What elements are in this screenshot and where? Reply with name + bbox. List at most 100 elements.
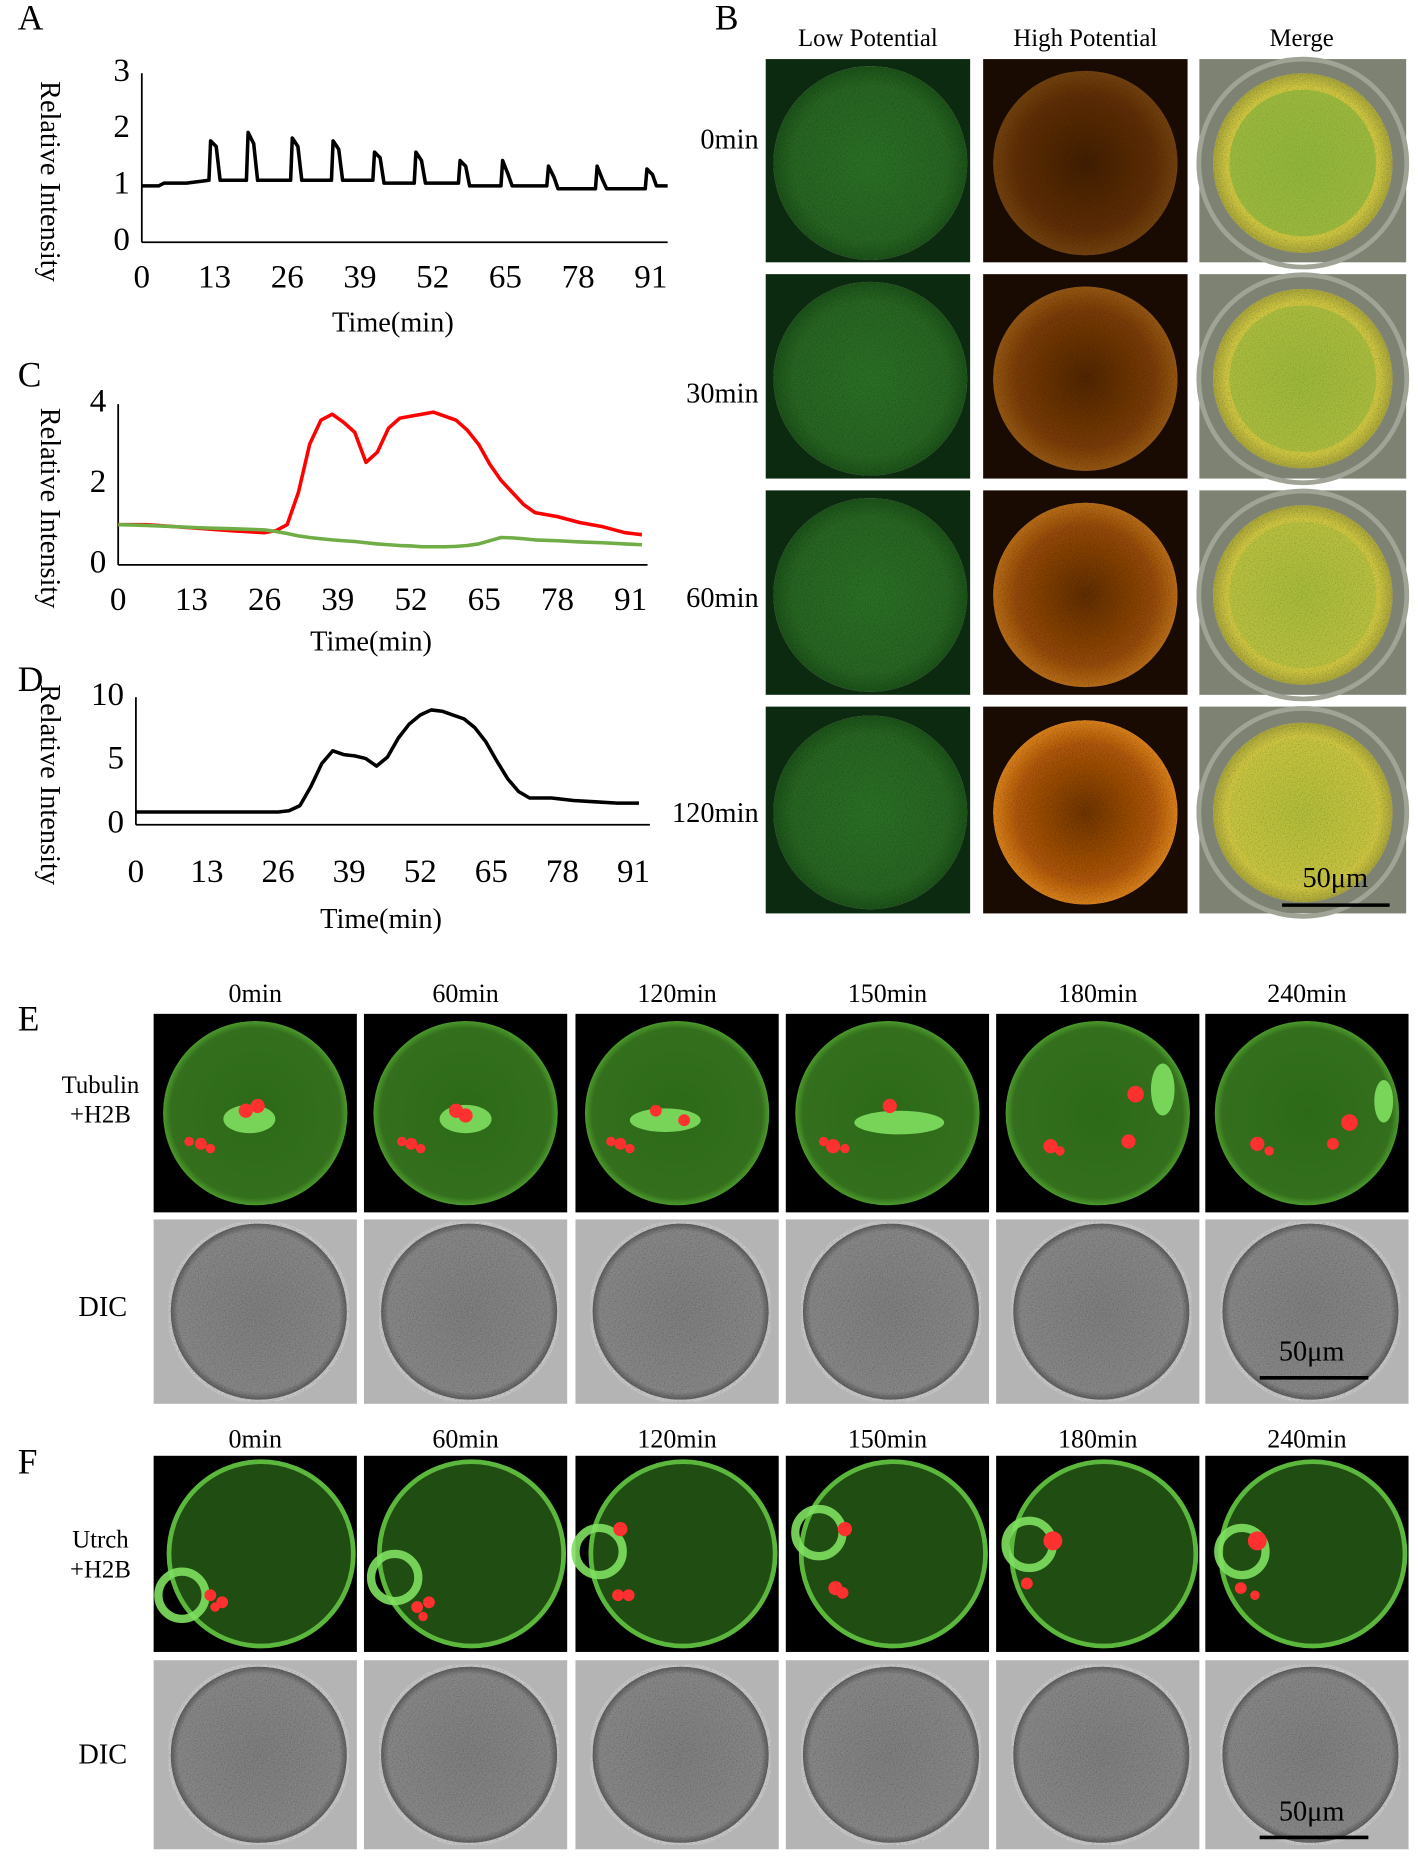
x-tick-label: 78 <box>541 582 574 618</box>
spindle <box>223 1104 276 1134</box>
chromosome <box>840 1143 850 1154</box>
x-tick-label: 0 <box>134 260 151 296</box>
micrograph <box>983 490 1188 695</box>
cell <box>589 1663 773 1847</box>
chromosome <box>613 1521 628 1537</box>
cell <box>799 1220 983 1404</box>
x-tick-label: 52 <box>416 260 449 296</box>
micrograph <box>983 59 1188 263</box>
y-tick-label: 2 <box>113 109 130 145</box>
time-label: 240min <box>1267 979 1346 1008</box>
cell <box>993 720 1178 905</box>
cell <box>166 1459 356 1649</box>
x-tick-label: 91 <box>614 582 647 618</box>
row-label: 0min <box>700 124 758 155</box>
x-tick-label: 0 <box>128 854 145 890</box>
x-tick-label: 39 <box>343 260 376 296</box>
time-label: 0min <box>229 1425 282 1454</box>
time-label: 60min <box>432 1425 498 1454</box>
x-tick-label: 65 <box>489 260 522 296</box>
micrograph <box>571 1455 779 1652</box>
dic-image <box>363 1219 568 1404</box>
chromosome <box>418 1611 428 1622</box>
chromosome <box>1247 1531 1267 1551</box>
chromosome <box>1250 1136 1265 1151</box>
dic-image <box>1205 1660 1409 1850</box>
cell <box>799 1663 983 1847</box>
cell <box>773 281 968 476</box>
x-tick-label: 26 <box>248 582 281 618</box>
x-tick-label: 65 <box>475 854 508 890</box>
dic-image <box>996 1219 1200 1404</box>
micrograph <box>765 706 971 914</box>
x-axis-title: Time(min) <box>332 307 454 338</box>
chromosome <box>397 1136 407 1147</box>
cell <box>167 1220 351 1404</box>
x-axis-title: Time(min) <box>310 626 432 657</box>
time-label: 120min <box>637 1425 716 1454</box>
micrograph <box>785 1013 990 1213</box>
x-axis-title: Time(min) <box>320 904 442 935</box>
data-line <box>141 130 668 191</box>
chromosome <box>411 1601 424 1613</box>
cell-overlay <box>1229 521 1377 669</box>
panel-label: E <box>18 998 40 1038</box>
panel-label: F <box>18 1441 38 1481</box>
zona <box>1196 272 1410 486</box>
chromosome <box>1250 1590 1260 1600</box>
micrograph <box>1205 1013 1409 1213</box>
cell <box>1214 1020 1400 1206</box>
chromosome <box>194 1137 207 1150</box>
cortex <box>571 1523 627 1580</box>
chromosome <box>250 1098 265 1114</box>
x-tick-label: 13 <box>198 260 231 296</box>
row-label: 60min <box>686 583 758 614</box>
row-label: 30min <box>686 378 758 409</box>
y-axis-title: Relative Intensity <box>34 684 65 886</box>
cell <box>1009 1459 1199 1649</box>
cell <box>1005 1020 1190 1206</box>
x-tick-label: 39 <box>333 854 366 890</box>
dic-image <box>153 1660 357 1850</box>
time-label: 150min <box>848 979 927 1008</box>
row-label: Tubulin <box>62 1072 140 1099</box>
y-tick-label: 0 <box>90 544 107 580</box>
cell <box>773 66 968 260</box>
micrograph <box>765 490 971 695</box>
chromosome <box>184 1136 194 1147</box>
chromosome <box>204 1589 217 1602</box>
spindle <box>1150 1063 1175 1116</box>
chromosome <box>1121 1134 1136 1149</box>
micrograph <box>785 1455 990 1652</box>
micrograph <box>363 1013 568 1213</box>
cell <box>377 1663 561 1847</box>
y-tick-label: 0 <box>113 222 130 258</box>
micrograph <box>1196 488 1410 702</box>
x-tick-label: 91 <box>617 854 650 890</box>
chromosome <box>1043 1531 1063 1551</box>
x-tick-label: 26 <box>271 260 304 296</box>
chromosome <box>458 1108 473 1123</box>
column-header: Merge <box>1269 25 1333 52</box>
cell <box>377 1220 561 1404</box>
time-label: 240min <box>1267 1425 1346 1454</box>
x-tick-label: 91 <box>634 260 667 296</box>
y-tick-label: 3 <box>113 53 130 89</box>
x-tick-label: 0 <box>110 582 127 618</box>
row-label: Utrch <box>72 1527 129 1554</box>
micrograph <box>765 274 971 479</box>
chromosome <box>836 1586 849 1599</box>
chromosome <box>649 1104 662 1117</box>
x-tick-label: 65 <box>468 582 501 618</box>
y-tick-label: 1 <box>113 166 130 202</box>
chromosome <box>423 1596 435 1609</box>
chromosome <box>614 1137 627 1150</box>
chromosome <box>1234 1582 1247 1595</box>
dic-image <box>1205 1219 1409 1404</box>
time-label: 60min <box>432 979 498 1008</box>
chromosome <box>1043 1139 1058 1154</box>
cell <box>993 502 1178 688</box>
x-tick-label: 78 <box>562 260 595 296</box>
chromosome <box>210 1602 220 1612</box>
panel-label: C <box>18 354 42 394</box>
